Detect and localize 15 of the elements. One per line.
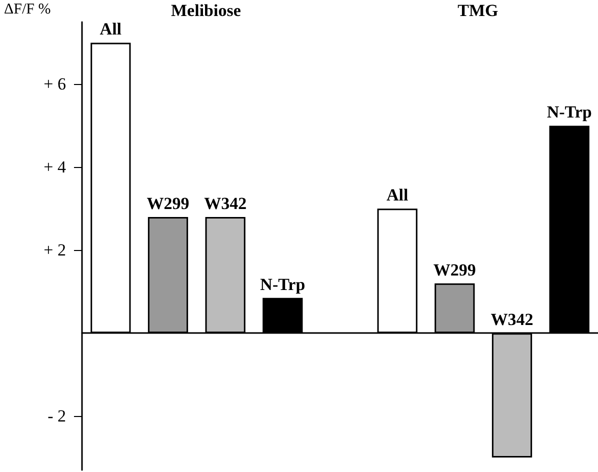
x-tick-label: All	[386, 186, 408, 205]
x-tick-label: N-Trp	[546, 102, 592, 122]
x-tick-label: N-Trp	[260, 274, 306, 294]
x-tick-label: W299	[146, 194, 190, 213]
y-tick-label: + 4	[44, 158, 66, 177]
y-axis-title: ΔF/F %	[4, 2, 51, 18]
y-tick-label: + 2	[44, 240, 66, 260]
text: Melibiose	[171, 1, 242, 20]
x-tick-label: W342	[204, 194, 247, 213]
y-tick-label: - 2	[48, 406, 66, 426]
x-tick-label: W299	[433, 260, 476, 280]
x-tick-label: W342	[490, 310, 534, 330]
y-tick-label: + 6	[44, 74, 66, 94]
x-tick-label: All	[100, 20, 122, 39]
text: TMG	[458, 1, 498, 20]
